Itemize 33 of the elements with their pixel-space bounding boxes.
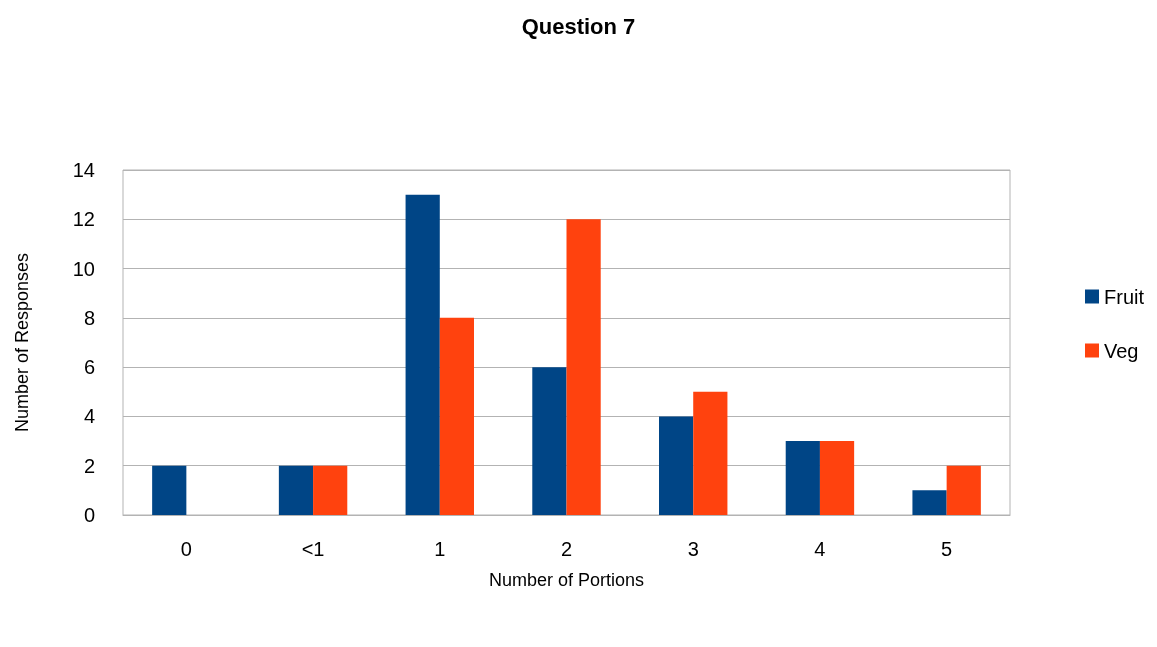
x-tick-label: 1 [434,538,446,560]
y-tick-label: 0 [83,504,95,526]
x-tick-label: 0 [180,538,192,560]
bar [152,465,187,515]
bar [313,465,348,515]
y-tick-label: 6 [83,356,95,379]
bar [785,441,820,515]
bar [532,367,567,515]
x-tick-label: 4 [814,538,826,560]
bar [405,194,440,515]
legend-label: Veg [1104,339,1139,362]
y-axis-title: Number of Responses [12,252,32,433]
bar [946,465,981,515]
y-tick-label: 12 [72,208,95,231]
y-tick-label: 2 [83,454,95,477]
chart-title: Question 7 [521,13,636,39]
x-axis-title: Number of Portions [488,570,645,590]
legend-label: Fruit [1104,285,1145,308]
x-tick-label: 2 [560,538,573,560]
bar [819,441,855,515]
bar [566,219,601,515]
x-tick-label: 5 [941,538,953,560]
bar [693,391,728,515]
bar [912,490,947,515]
y-tick-label: 14 [72,159,95,181]
bar [659,416,694,515]
y-tick-label: 10 [72,257,95,280]
x-tick-label: 3 [687,538,699,560]
bar [278,465,314,515]
y-tick-label: 4 [83,405,95,428]
bar [439,317,474,515]
y-tick-label: 8 [83,306,95,329]
x-tick-label: <1 [301,538,325,560]
